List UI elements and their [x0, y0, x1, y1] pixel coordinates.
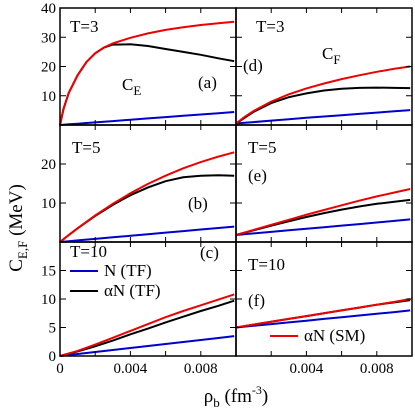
y-tick-label: 10 — [41, 292, 56, 308]
x-tick-label: 0.004 — [114, 361, 148, 377]
legend-an-tf-label: αN (TF) — [104, 281, 161, 300]
y-axis-title-unit: (MeV) — [6, 184, 27, 240]
x-axis-title: ρb (fm-3) — [204, 383, 269, 410]
x-tick-label: 0.004 — [290, 361, 324, 377]
legend-an-sm: αN (SM) — [270, 326, 365, 345]
temperature-label-c: T=10 — [70, 242, 107, 261]
panel-d: T=3 (d) CF — [235, 7, 413, 126]
temperature-label-b: T=5 — [72, 138, 100, 157]
y-tick-label: 20 — [41, 157, 56, 173]
y-tick-label: 10 — [41, 89, 56, 105]
y-axis-title-sub: E,F — [15, 241, 30, 259]
y-axis-title: CE,F (MeV) — [6, 184, 30, 272]
series-line-e-an-sm — [235, 188, 411, 236]
legend-an-sm-label: αN (SM) — [304, 326, 365, 345]
panel-label-a: (a) — [198, 73, 217, 92]
y-axis-title-main: C — [6, 259, 27, 272]
y-tick-label: 10 — [41, 196, 56, 212]
x-axis-title-main: ρ — [204, 386, 213, 407]
series-line-e-n-tf — [235, 218, 411, 236]
x-tick-label: 0 — [56, 361, 64, 377]
series-line-f-an-sm — [235, 298, 411, 329]
x-tick-label: 0.008 — [184, 361, 218, 377]
series-line-f-n-tf — [235, 309, 411, 329]
y-tick-label: 5 — [49, 321, 57, 337]
x-tick-label: 0.008 — [360, 361, 394, 377]
y-tick-label: 30 — [41, 30, 56, 46]
y-tick-label: 40 — [41, 1, 56, 17]
panel-label-b: (b) — [188, 194, 208, 213]
x-axis-title-unit-exp: -3 — [252, 383, 262, 397]
series-line-d-an-sm — [235, 65, 411, 125]
panel-label-f: (f) — [248, 291, 265, 310]
series-line-e-an-tf — [235, 198, 411, 236]
y-tick-label: 20 — [41, 60, 56, 76]
panel-f: 0.004 0.008 T=10 (f) — [235, 241, 413, 377]
series-line-c-an-sm — [59, 293, 235, 357]
series-line-b-n-tf — [59, 225, 235, 243]
x-axis-title-sub: b — [213, 395, 220, 410]
legend-n-tf: N (TF) — [70, 261, 152, 280]
panel-e: T=5 (e) — [235, 124, 413, 243]
temperature-label-e: T=5 — [248, 138, 276, 157]
x-axis-title-unit-close: ) — [262, 386, 268, 407]
series-line-d-n-tf — [235, 109, 411, 125]
y-tick-label: 0 — [49, 349, 57, 365]
series-line-c-an-tf — [59, 299, 235, 357]
series-line-a-an-sm — [59, 20, 235, 126]
inner-label-d: CF — [322, 44, 341, 67]
temperature-label-a: T=3 — [70, 17, 98, 36]
temperature-label-f: T=10 — [248, 255, 285, 274]
legend-an-tf: αN (TF) — [70, 281, 161, 300]
panel-label-c: (c) — [200, 243, 219, 262]
series-line-c-n-tf — [59, 335, 235, 357]
panels: 10 20 30 40 T=3 (a) CE T=3 (d) CF 10 20 T=5 (b) T=5 (e)… — [41, 1, 413, 377]
panel-label-e: (e) — [248, 166, 267, 185]
y-tick-label: 15 — [41, 264, 56, 280]
legend-n-tf-label: N (TF) — [104, 261, 152, 280]
temperature-label-d: T=3 — [256, 17, 284, 36]
series-line-a-n-tf — [59, 111, 235, 126]
panel-label-d: (d) — [243, 56, 263, 75]
x-axis-title-unit: (fm — [220, 386, 252, 407]
panel-a: 10 20 30 40 T=3 (a) CE — [41, 1, 237, 126]
inner-label-a: CE — [122, 75, 141, 98]
series-line-b-an-sm — [59, 151, 235, 243]
panel-b: 10 20 T=5 (b) — [41, 124, 237, 243]
